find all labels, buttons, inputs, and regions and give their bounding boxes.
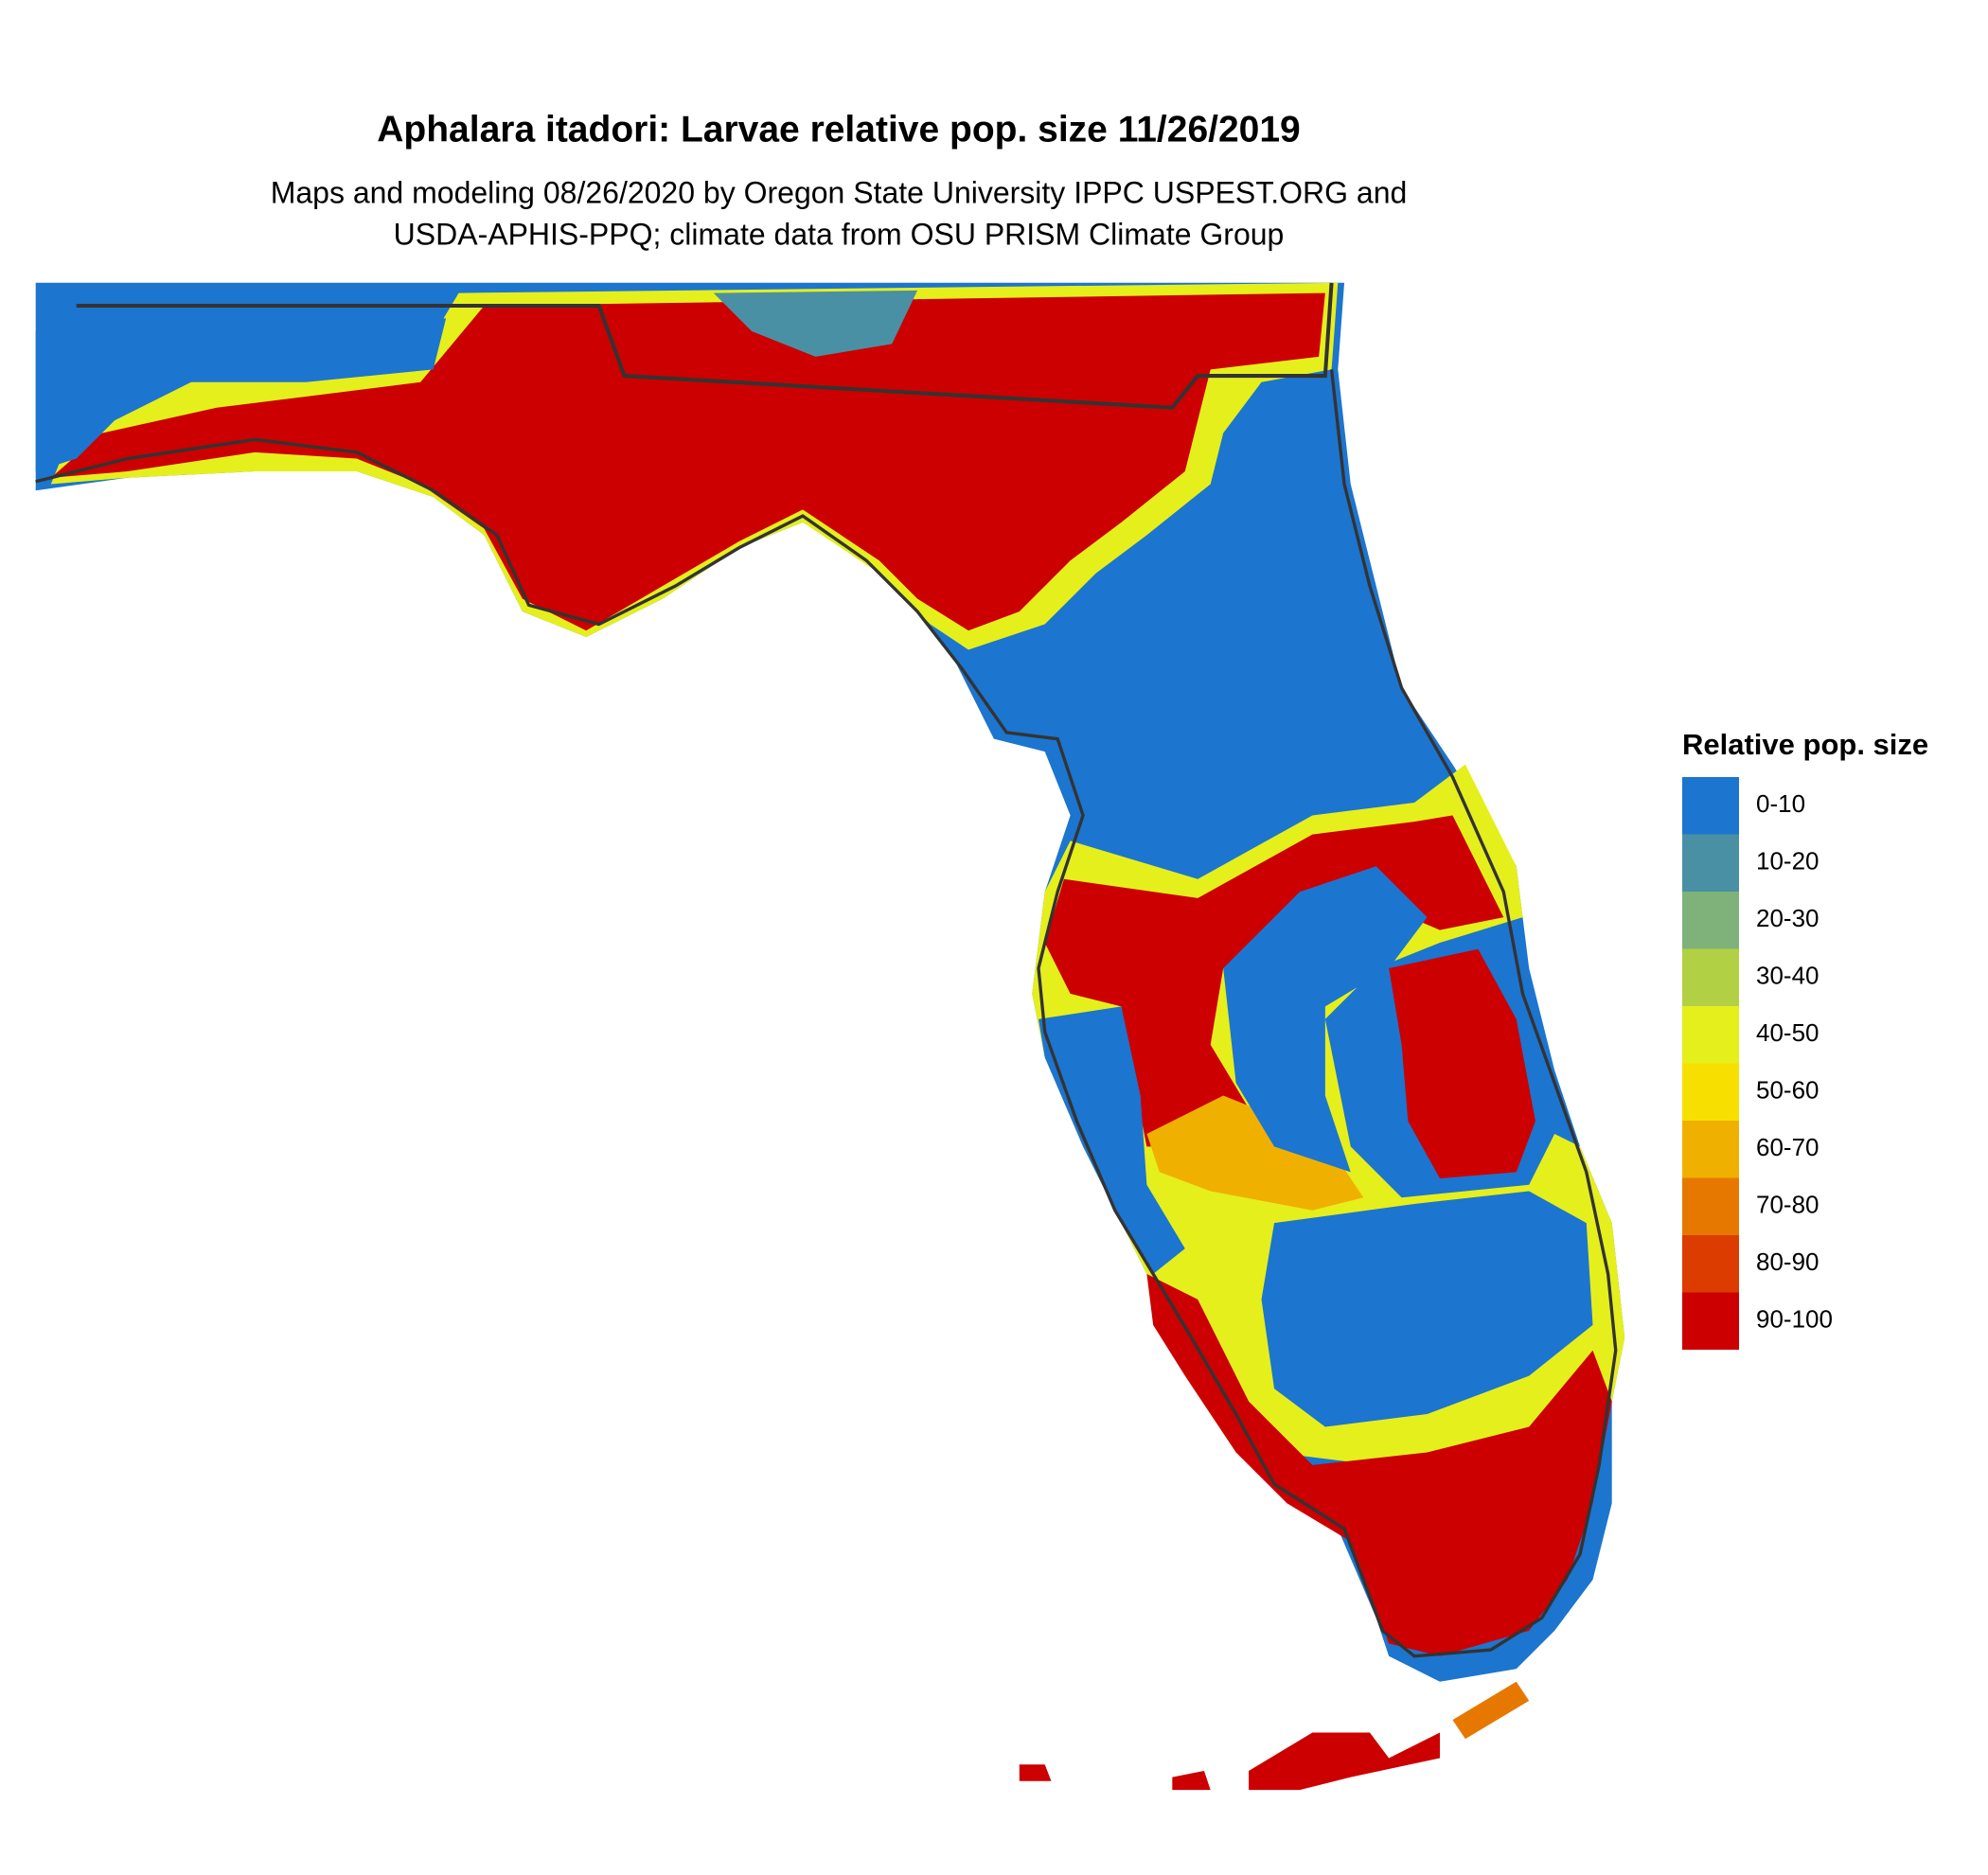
zone <box>1146 1095 1364 1211</box>
zone <box>1038 1006 1185 1274</box>
legend-swatch <box>1682 892 1739 949</box>
legend-label: 60-70 <box>1756 1133 1819 1161</box>
legend-label: 0-10 <box>1756 789 1805 818</box>
zone <box>1223 866 1428 1173</box>
border <box>76 282 1334 410</box>
map-subtitle: USDA-APHIS-PPQ; climate data from OSU PR… <box>394 217 1285 251</box>
legend-label: 10-20 <box>1756 847 1819 876</box>
legend-label: 20-30 <box>1756 904 1819 932</box>
legend-label: 40-50 <box>1756 1018 1819 1047</box>
legend-swatch <box>1682 948 1739 1006</box>
map <box>35 282 1625 1791</box>
zone <box>1452 1681 1530 1740</box>
zone <box>1146 1274 1612 1656</box>
legend-swatch <box>1682 1292 1739 1350</box>
legend-swatch <box>1682 777 1739 835</box>
legend-swatch <box>1682 1235 1739 1293</box>
map-title: Aphalara itadori: Larvae relative pop. s… <box>377 109 1300 150</box>
zone <box>50 292 1325 631</box>
zone <box>1249 1732 1440 1791</box>
legend-label: 50-60 <box>1756 1076 1819 1105</box>
zone <box>713 290 918 357</box>
legend-swatch <box>1682 1063 1739 1121</box>
legend-swatch <box>1682 1006 1739 1064</box>
zone <box>1389 948 1535 1179</box>
legend-label: 30-40 <box>1756 962 1819 990</box>
legend: 0-10 10-20 20-30 30-40 40-50 50-60 60-70 70-80 8… <box>1682 777 1833 1350</box>
zone <box>1261 1191 1593 1427</box>
legend-swatch <box>1682 1177 1739 1235</box>
zone <box>1019 1764 1052 1781</box>
legend-label: 70-80 <box>1756 1191 1819 1219</box>
map-subtitle: Maps and modeling 08/26/2020 by Oregon S… <box>271 175 1408 209</box>
zone <box>35 306 447 472</box>
zone <box>1172 1770 1211 1791</box>
legend-label: 80-90 <box>1756 1247 1819 1276</box>
legend-label: 90-100 <box>1756 1305 1833 1334</box>
legend-swatch <box>1682 1121 1739 1178</box>
legend-title: Relative pop. size <box>1682 728 1928 761</box>
legend-swatch <box>1682 834 1739 892</box>
coastline <box>35 369 1618 1658</box>
